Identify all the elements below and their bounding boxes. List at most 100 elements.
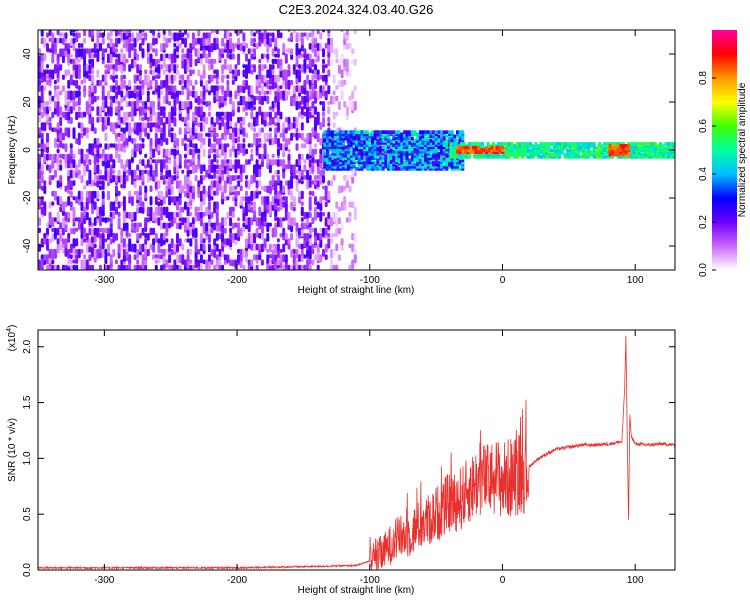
heatmap-cell xyxy=(287,148,291,153)
heatmap-cell xyxy=(85,190,89,198)
heatmap-cell xyxy=(234,127,238,138)
heatmap-cell xyxy=(210,74,214,82)
heatmap-cell xyxy=(59,132,63,142)
heatmap-cell xyxy=(88,74,92,82)
heatmap-cell xyxy=(327,37,331,45)
heatmap-cell xyxy=(327,233,331,238)
heatmap-cell xyxy=(218,248,222,257)
heatmap-cell xyxy=(154,127,158,133)
heatmap-cell xyxy=(53,153,57,164)
heatmap-cell xyxy=(162,30,166,35)
heatmap-cell xyxy=(199,37,203,48)
heatmap-cell xyxy=(284,180,288,186)
heatmap-cell xyxy=(231,164,235,170)
heatmap-cell xyxy=(194,58,198,67)
heatmap-cell xyxy=(91,106,95,112)
heatmap-cell xyxy=(43,180,47,186)
heatmap-cell xyxy=(616,148,620,152)
heatmap-cell xyxy=(424,162,428,167)
heatmap-cell xyxy=(331,156,335,160)
heatmap-cell xyxy=(461,136,465,141)
heatmap-cell xyxy=(418,158,422,163)
heatmap-cell xyxy=(637,152,641,157)
x-tick-label: 0 xyxy=(500,575,506,586)
heatmap-cell xyxy=(157,201,161,207)
heatmap-cell xyxy=(128,196,132,204)
heatmap-cell xyxy=(202,196,206,206)
heatmap-cell xyxy=(351,169,355,178)
heatmap-cell xyxy=(194,106,198,116)
heatmap-cell xyxy=(303,159,307,164)
heatmap-cell xyxy=(449,155,453,159)
heatmap-cell xyxy=(168,74,172,83)
heatmap-cell xyxy=(104,238,108,243)
heatmap-cell xyxy=(128,111,132,118)
heatmap-cell xyxy=(85,64,89,72)
heatmap-cell xyxy=(101,248,105,258)
heatmap-cell xyxy=(287,79,291,90)
heatmap-cell xyxy=(424,154,428,158)
heatmap-cell xyxy=(64,111,68,121)
heatmap-cell xyxy=(389,160,393,165)
heatmap-cell xyxy=(410,141,414,145)
heatmap-cell xyxy=(400,154,404,158)
heatmap-cell xyxy=(333,147,337,152)
heatmap-cell xyxy=(109,254,113,264)
heatmap-cell xyxy=(255,95,259,101)
heatmap-cell xyxy=(266,95,270,104)
heatmap-cell xyxy=(250,243,254,251)
heatmap-cell xyxy=(360,164,364,169)
heatmap-cell xyxy=(379,139,383,143)
heatmap-cell xyxy=(130,90,134,98)
heatmap-cell xyxy=(202,48,206,58)
heatmap-cell xyxy=(368,134,372,139)
heatmap-cell xyxy=(67,153,71,161)
heatmap-cell xyxy=(357,134,361,139)
heatmap-cell xyxy=(335,227,339,237)
heatmap-cell xyxy=(88,106,92,115)
heatmap-cell xyxy=(112,143,116,148)
heatmap-cell xyxy=(348,101,352,110)
heatmap-cell xyxy=(176,175,179,180)
heatmap-cell xyxy=(402,143,406,147)
heatmap-cell xyxy=(184,264,187,270)
heatmap-cell xyxy=(144,111,148,121)
heatmap-cell xyxy=(91,148,95,156)
heatmap-cell xyxy=(96,190,100,200)
heatmap-cell xyxy=(152,58,156,67)
heatmap-cell xyxy=(323,162,327,167)
heatmap-cell xyxy=(418,143,422,147)
heatmap-cell xyxy=(298,85,302,93)
heatmap-cell xyxy=(239,185,243,192)
heatmap-cell xyxy=(162,79,166,88)
heatmap-cell xyxy=(207,111,211,117)
heatmap-cell xyxy=(194,48,198,57)
heatmap-cell xyxy=(274,227,278,238)
heatmap-cell xyxy=(376,130,380,134)
heatmap-cell xyxy=(88,85,92,95)
heatmap-cell xyxy=(389,145,393,150)
heatmap-cell xyxy=(429,134,433,139)
heatmap-cell xyxy=(229,175,233,185)
heatmap-cell xyxy=(59,222,63,230)
heatmap-cell xyxy=(210,132,214,138)
heatmap-cell xyxy=(260,259,264,266)
heatmap-cell xyxy=(416,145,420,150)
heatmap-cell xyxy=(458,158,462,163)
heatmap-cell xyxy=(191,69,195,75)
heatmap-cell xyxy=(258,32,262,40)
heatmap-cell xyxy=(341,151,345,156)
heatmap-cell xyxy=(231,259,235,267)
heatmap-cell xyxy=(146,116,150,122)
heatmap-cell xyxy=(387,167,390,171)
heatmap-cell xyxy=(592,146,596,151)
heatmap-cell xyxy=(202,185,206,195)
heatmap-cell xyxy=(96,79,100,86)
heatmap-cell xyxy=(477,145,481,150)
heatmap-cell xyxy=(128,254,132,264)
heatmap-cell xyxy=(80,222,84,232)
heatmap-cell xyxy=(637,150,641,155)
heatmap-cell xyxy=(347,147,351,152)
heatmap-cell xyxy=(207,106,211,111)
heatmap-cell xyxy=(170,148,174,156)
